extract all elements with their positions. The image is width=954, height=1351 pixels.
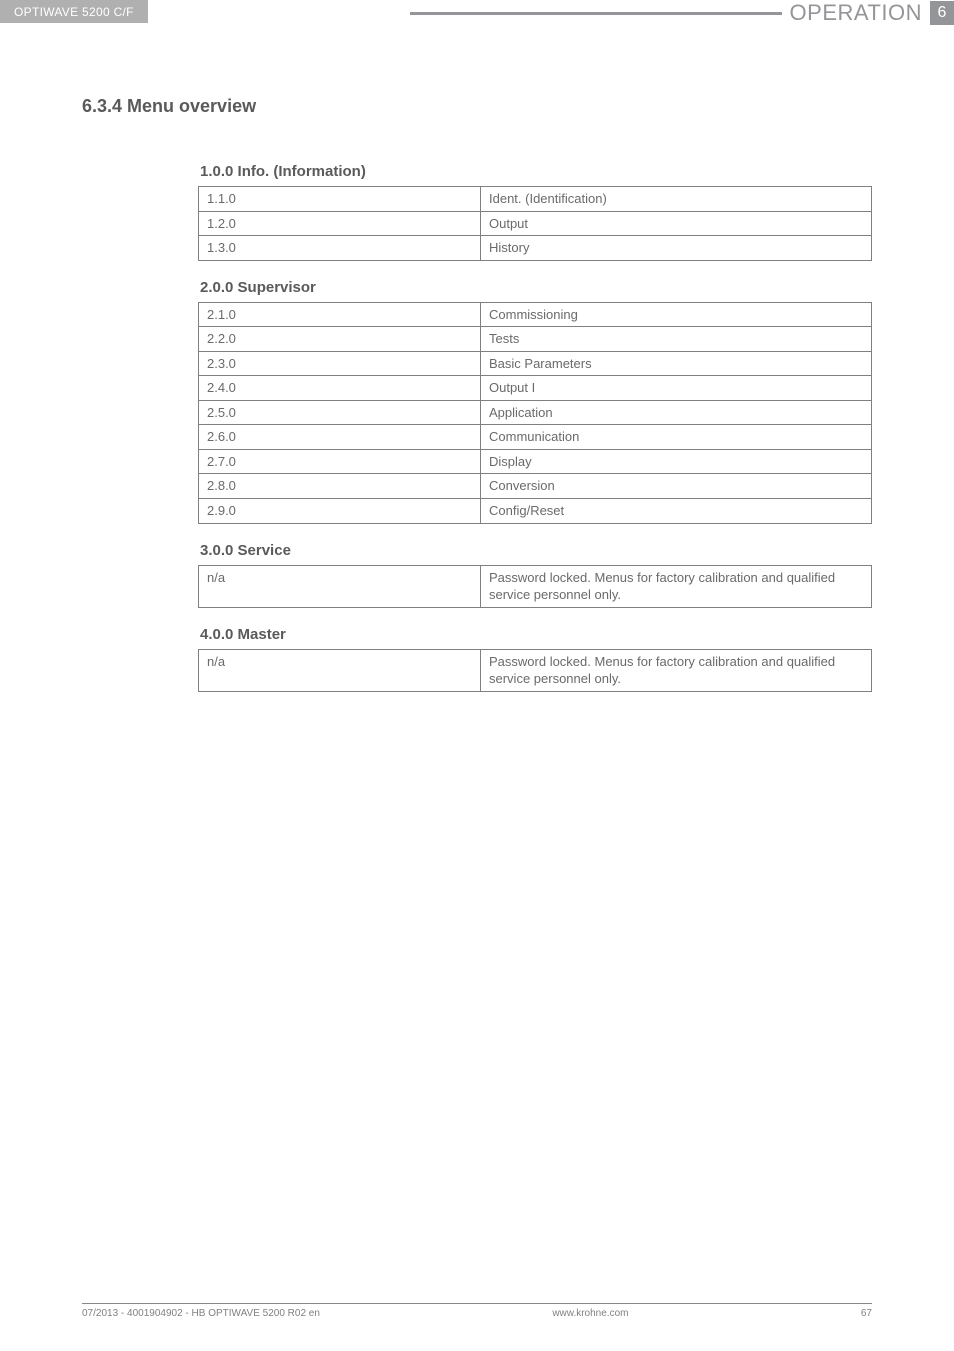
menu-label: Output I (481, 376, 872, 401)
menu-label: Password locked. Menus for factory calib… (481, 649, 872, 691)
page-content: 6.3.4 Menu overview 1.0.0 Info. (Informa… (0, 26, 954, 692)
table-row: n/aPassword locked. Menus for factory ca… (199, 565, 872, 607)
chapter-number-badge: 6 (930, 1, 954, 25)
product-label: OPTIWAVE 5200 C/F (0, 0, 148, 23)
menu-label: Communication (481, 425, 872, 450)
menu-label: Conversion (481, 474, 872, 499)
header-stripe (410, 12, 782, 15)
tables-block: 1.0.0 Info. (Information) 1.1.0Ident. (I… (198, 163, 872, 692)
menu-label: Display (481, 449, 872, 474)
table-title: 3.0.0 Service (200, 542, 872, 559)
table-row: n/aPassword locked. Menus for factory ca… (199, 649, 872, 691)
info-table: 1.1.0Ident. (Identification) 1.2.0Output… (198, 186, 872, 261)
menu-code: 1.2.0 (199, 211, 481, 236)
table-row: 2.1.0Commissioning (199, 302, 872, 327)
table-title: 1.0.0 Info. (Information) (200, 163, 872, 180)
menu-label: Application (481, 400, 872, 425)
table-row: 2.2.0Tests (199, 327, 872, 352)
table-row: 2.7.0Display (199, 449, 872, 474)
menu-label: Ident. (Identification) (481, 187, 872, 212)
table-title: 4.0.0 Master (200, 626, 872, 643)
menu-code: 1.3.0 (199, 236, 481, 261)
table-row: 2.8.0Conversion (199, 474, 872, 499)
menu-code: n/a (199, 565, 481, 607)
menu-code: 2.7.0 (199, 449, 481, 474)
footer-left: 07/2013 - 4001904902 - HB OPTIWAVE 5200 … (82, 1308, 320, 1319)
menu-code: 2.3.0 (199, 351, 481, 376)
menu-label: Tests (481, 327, 872, 352)
table-row: 1.1.0Ident. (Identification) (199, 187, 872, 212)
menu-code: 2.9.0 (199, 499, 481, 524)
menu-code: 2.2.0 (199, 327, 481, 352)
header-right: OPERATION 6 (410, 0, 954, 26)
menu-label: Config/Reset (481, 499, 872, 524)
table-row: 2.3.0Basic Parameters (199, 351, 872, 376)
table-row: 2.6.0Communication (199, 425, 872, 450)
menu-label: Commissioning (481, 302, 872, 327)
table-row: 1.2.0Output (199, 211, 872, 236)
menu-code: 2.8.0 (199, 474, 481, 499)
menu-code: 2.6.0 (199, 425, 481, 450)
table-row: 1.3.0History (199, 236, 872, 261)
table-row: 2.4.0Output I (199, 376, 872, 401)
menu-label: Output (481, 211, 872, 236)
menu-code: 2.4.0 (199, 376, 481, 401)
menu-code: n/a (199, 649, 481, 691)
service-table: n/aPassword locked. Menus for factory ca… (198, 565, 872, 608)
table-title: 2.0.0 Supervisor (200, 279, 872, 296)
menu-label: Basic Parameters (481, 351, 872, 376)
menu-code: 1.1.0 (199, 187, 481, 212)
page-header: OPTIWAVE 5200 C/F OPERATION 6 (0, 0, 954, 26)
chapter-title: OPERATION (790, 0, 922, 26)
menu-code: 2.5.0 (199, 400, 481, 425)
table-row: 2.5.0Application (199, 400, 872, 425)
menu-label: Password locked. Menus for factory calib… (481, 565, 872, 607)
menu-code: 2.1.0 (199, 302, 481, 327)
master-table: n/aPassword locked. Menus for factory ca… (198, 649, 872, 692)
footer-center: www.krohne.com (552, 1308, 628, 1319)
menu-label: History (481, 236, 872, 261)
header-left: OPTIWAVE 5200 C/F (0, 0, 148, 23)
supervisor-table: 2.1.0Commissioning 2.2.0Tests 2.3.0Basic… (198, 302, 872, 524)
footer-right: 67 (861, 1308, 872, 1319)
table-row: 2.9.0Config/Reset (199, 499, 872, 524)
section-heading: 6.3.4 Menu overview (82, 96, 872, 117)
page-footer: 07/2013 - 4001904902 - HB OPTIWAVE 5200 … (82, 1303, 872, 1319)
